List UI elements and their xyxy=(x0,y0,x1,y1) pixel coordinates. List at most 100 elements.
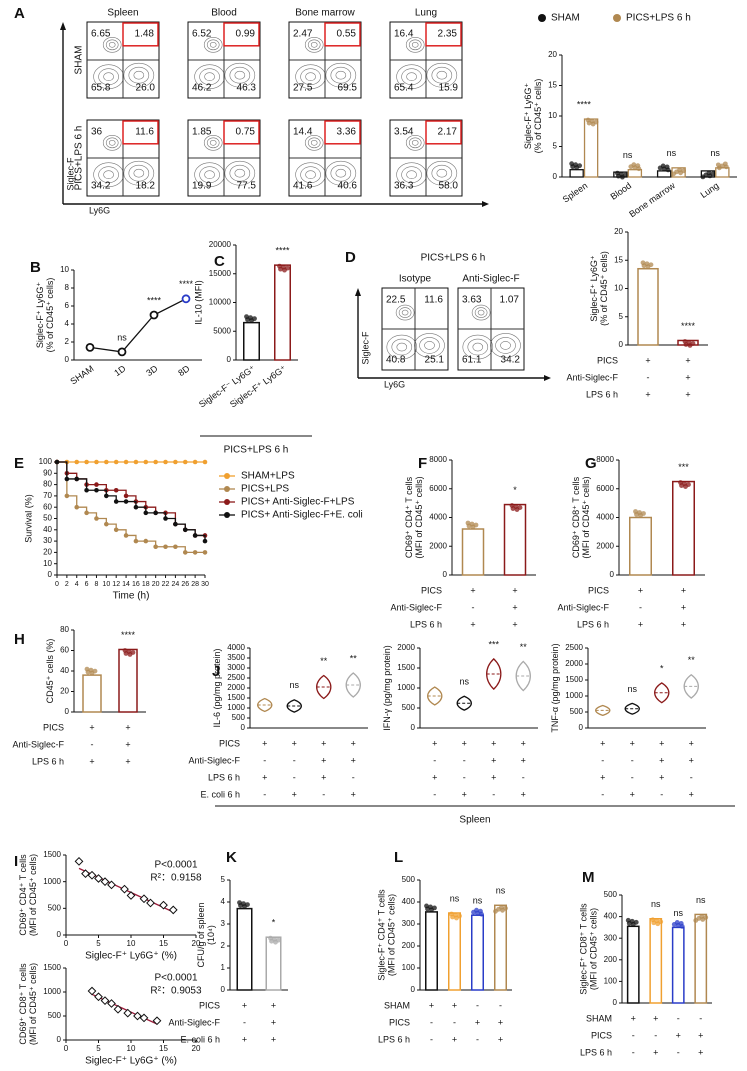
condition-sign: - xyxy=(522,772,525,782)
panel-label: K xyxy=(226,849,237,866)
data-dot xyxy=(679,483,684,488)
condition-sign: + xyxy=(491,755,496,765)
y-tick-label: 1500 xyxy=(43,850,61,859)
y-axis-label: (% of CD45⁺ cells) xyxy=(533,79,543,154)
bar xyxy=(236,907,253,991)
x-axis-label: Siglec-F⁺ Ly6G⁺ (%) xyxy=(85,951,177,962)
bar xyxy=(448,912,461,991)
y-axis-label: (% of CD45⁺ cells) xyxy=(45,278,55,353)
data-dot xyxy=(651,920,657,926)
data-dot xyxy=(700,917,706,922)
condition-sign: + xyxy=(653,1047,658,1057)
x-tick-label: 1D xyxy=(112,363,128,378)
condition-sign: + xyxy=(498,1017,503,1027)
condition-name: Anti-Siglec-F xyxy=(188,755,240,765)
y-axis-label: (% of CD45⁺ cells) xyxy=(599,251,609,326)
significance: **** xyxy=(577,99,592,109)
contour xyxy=(431,164,453,182)
condition-sign: + xyxy=(262,738,267,748)
point xyxy=(123,493,129,499)
point xyxy=(81,869,90,879)
contour xyxy=(419,337,440,354)
data-dot xyxy=(85,669,91,675)
data-dot xyxy=(514,507,520,512)
condition-sign: + xyxy=(452,1000,457,1010)
y-tick-label: 500 xyxy=(402,703,416,712)
column-title: Anti-Siglec-F xyxy=(462,274,519,285)
data-dot xyxy=(693,918,699,923)
y-tick-label: 0 xyxy=(443,570,448,579)
quadrant-value: 34.2 xyxy=(91,181,111,192)
y-tick-label: 15 xyxy=(614,255,623,264)
condition-sign: + xyxy=(685,355,690,365)
quadrant-value: 11.6 xyxy=(135,127,154,138)
y-tick-label: 500 xyxy=(232,713,246,722)
x-tick-label: 26 xyxy=(181,581,189,588)
quadrant-value: 11.6 xyxy=(424,295,443,306)
contour xyxy=(102,135,122,151)
condition-sign: - xyxy=(677,1013,680,1023)
contour xyxy=(405,135,425,151)
y-tick-label: 10000 xyxy=(209,298,232,307)
point xyxy=(94,874,103,883)
data-dot xyxy=(671,922,677,927)
contour xyxy=(209,140,217,146)
data-dot xyxy=(657,165,663,171)
y-axis-label: CFU/g of spleen xyxy=(196,902,206,967)
y-tick-label: 100 xyxy=(604,977,618,986)
y-tick-label: 400 xyxy=(604,912,618,921)
y-tick-label: 0 xyxy=(553,172,558,181)
point xyxy=(64,493,70,499)
y-tick-label: 1 xyxy=(221,963,226,972)
bar xyxy=(569,169,584,178)
bar xyxy=(503,503,527,576)
quadrant-value: 6.65 xyxy=(91,29,111,40)
contour xyxy=(411,140,419,146)
point xyxy=(94,516,99,521)
contour xyxy=(424,341,435,350)
data-dot xyxy=(661,166,667,172)
panel-label: A xyxy=(14,5,25,22)
y-tick-label: 2000 xyxy=(227,683,245,692)
y-tick-label: 3000 xyxy=(227,663,245,672)
point xyxy=(149,310,159,320)
point xyxy=(74,459,80,465)
contour xyxy=(108,41,116,48)
condition-sign: + xyxy=(89,756,94,766)
significance: ns xyxy=(623,150,633,160)
arrow-head xyxy=(355,288,361,296)
point xyxy=(192,533,198,538)
data-dot xyxy=(450,914,455,920)
contour xyxy=(411,41,419,48)
y-tick-label: 500 xyxy=(604,890,618,899)
x-tick-label: 10 xyxy=(127,1044,136,1053)
condition-sign: + xyxy=(521,789,526,799)
x-axis-label: Ly6G xyxy=(89,205,110,215)
y-tick-label: 50 xyxy=(43,514,52,523)
condition-name: SHAM xyxy=(586,1013,612,1023)
x-tick-label: 0 xyxy=(64,1044,69,1053)
contour xyxy=(310,140,318,146)
y-tick-label: 4 xyxy=(65,319,70,328)
column-title: Bone marrow xyxy=(295,8,355,19)
contour xyxy=(330,66,352,84)
condition-sign: - xyxy=(433,755,436,765)
x-tick-label: 8 xyxy=(95,581,99,588)
quadrant-value: 22.5 xyxy=(386,295,406,306)
condition-sign: + xyxy=(271,1000,276,1010)
y-tick-label: 4000 xyxy=(596,513,614,522)
bar xyxy=(425,911,438,991)
y-tick-label: 200 xyxy=(604,955,618,964)
condition-sign: - xyxy=(430,1017,433,1027)
point xyxy=(163,459,168,465)
contour xyxy=(203,36,223,53)
x-axis-label: Siglec-F⁺ Ly6G⁺ (%) xyxy=(85,1056,177,1067)
condition-sign: + xyxy=(638,619,643,629)
y-tick-label: 1000 xyxy=(43,987,61,996)
condition-sign: + xyxy=(521,738,526,748)
contour xyxy=(472,342,484,352)
condition-name: Anti-Siglec-F xyxy=(390,602,442,612)
point xyxy=(84,510,89,516)
condition-name: LPS 6 h xyxy=(410,619,442,629)
